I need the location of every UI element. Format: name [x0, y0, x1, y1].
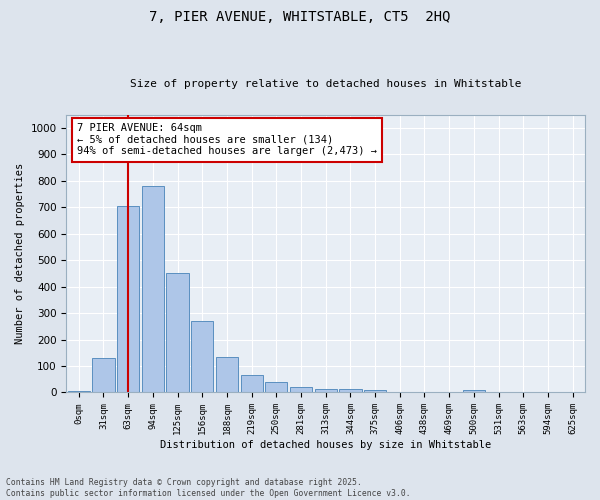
Bar: [216, 357, 238, 392]
Bar: [314, 390, 337, 392]
Text: 7 PIER AVENUE: 64sqm
← 5% of detached houses are smaller (134)
94% of semi-detac: 7 PIER AVENUE: 64sqm ← 5% of detached ho…: [77, 123, 377, 156]
Bar: [117, 206, 139, 392]
Y-axis label: Number of detached properties: Number of detached properties: [15, 163, 25, 344]
Bar: [68, 391, 90, 392]
Bar: [339, 390, 362, 392]
Bar: [265, 382, 287, 392]
X-axis label: Distribution of detached houses by size in Whitstable: Distribution of detached houses by size …: [160, 440, 491, 450]
Text: Contains HM Land Registry data © Crown copyright and database right 2025.
Contai: Contains HM Land Registry data © Crown c…: [6, 478, 410, 498]
Bar: [364, 390, 386, 392]
Bar: [166, 274, 188, 392]
Bar: [92, 358, 115, 392]
Bar: [241, 376, 263, 392]
Bar: [463, 390, 485, 392]
Title: Size of property relative to detached houses in Whitstable: Size of property relative to detached ho…: [130, 79, 521, 89]
Bar: [142, 186, 164, 392]
Bar: [191, 321, 214, 392]
Bar: [290, 386, 312, 392]
Text: 7, PIER AVENUE, WHITSTABLE, CT5  2HQ: 7, PIER AVENUE, WHITSTABLE, CT5 2HQ: [149, 10, 451, 24]
